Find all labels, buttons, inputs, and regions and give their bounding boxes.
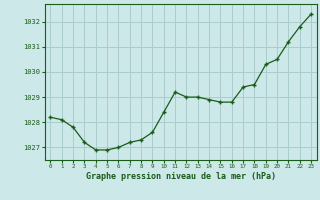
X-axis label: Graphe pression niveau de la mer (hPa): Graphe pression niveau de la mer (hPa) (86, 172, 276, 181)
